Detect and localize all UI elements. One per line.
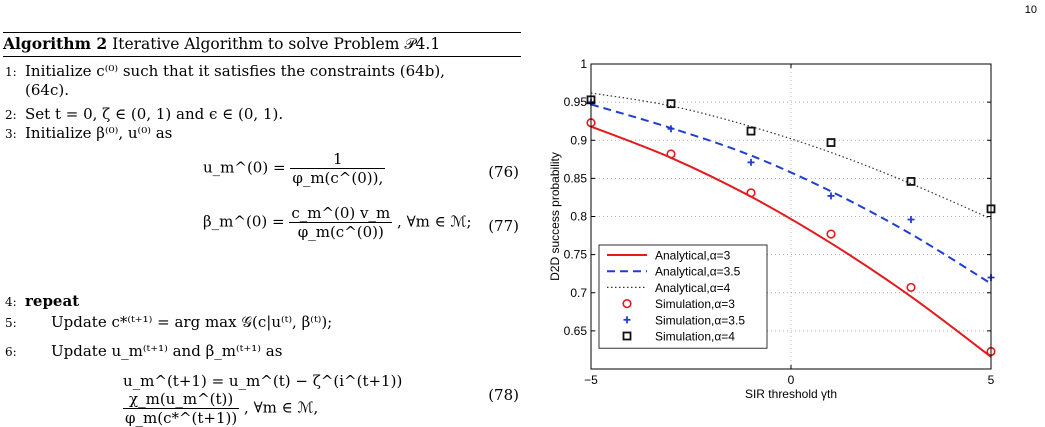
data-point-plus <box>907 216 915 224</box>
fraction-denominator: φ_m(c^(0)), <box>292 169 384 187</box>
step-text: Update u_m⁽ᵗ⁺¹⁾ and β_m⁽ᵗ⁺¹⁾ as <box>51 342 283 360</box>
fraction-numerator: c_m^(0) v_m <box>289 204 393 223</box>
x-axis-label: SIR threshold γth <box>745 387 837 401</box>
y-tick-label: 1 <box>580 57 587 71</box>
step-text: Set t = 0, ζ ∈ (0, 1) and ϵ ∈ (0, 1). <box>25 105 284 123</box>
step-1: 1: Initialize c⁽⁰⁾ such that it satisfies… <box>5 62 445 82</box>
step-text: Update c*⁽ᵗ⁺¹⁾ = arg max 𝒢(c|u⁽ᵗ⁾, β⁽ᵗ⁾)… <box>51 313 333 331</box>
fraction-denominator: φ_m(c*^(t+1)) <box>125 409 238 427</box>
data-point-plus <box>667 125 675 133</box>
top-rule <box>3 32 521 33</box>
step-3: 3: Initialize β⁽⁰⁾, u⁽⁰⁾ as <box>5 124 172 144</box>
equation-76: u_m^(0) = 1 φ_m(c^(0)), <box>203 150 386 187</box>
data-point-square <box>666 99 676 109</box>
step-5: 5: Update c*⁽ᵗ⁺¹⁾ = arg max 𝒢(c|u⁽ᵗ⁾, β⁽ᵗ… <box>5 313 332 333</box>
data-point-plus <box>623 316 631 324</box>
y-tick-label: 0.7 <box>570 286 587 300</box>
step-number: 1: <box>5 65 17 79</box>
fraction-denominator: φ_m(c^(0)) <box>297 223 384 241</box>
series-line <box>590 125 992 358</box>
data-point-circle <box>622 299 632 309</box>
x-tick-label: −5 <box>584 373 598 387</box>
data-point-circle <box>746 188 756 198</box>
equation-rhs: , ∀m ∈ ℳ, <box>244 398 319 417</box>
step-text: repeat <box>25 292 80 310</box>
y-tick-label: 0.85 <box>564 171 588 185</box>
step-1-cont: (64c). <box>5 81 69 100</box>
data-point-circle <box>666 149 676 159</box>
y-tick-label: 0.95 <box>564 95 588 109</box>
y-tick-label: 0.75 <box>564 248 588 262</box>
step-number: 5: <box>5 316 17 330</box>
legend-entry: Analytical,α=4 <box>655 281 731 295</box>
data-point-square <box>746 126 756 136</box>
y-tick-label: 0.8 <box>570 210 587 224</box>
algorithm-block: Algorithm 2 Iterative Algorithm to solve… <box>3 0 523 427</box>
legend-entry: Analytical,α=3.5 <box>655 265 741 279</box>
equation-fraction: χ_m(u_m^(t)) φ_m(c*^(t+1)) <box>123 390 240 427</box>
equation-lhs: u_m^(0) = <box>203 158 286 177</box>
data-point-square <box>906 177 916 186</box>
chart-svg: 0.65 0.7 0.75 0.8 0.85 0.9 0.95 1 −5 0 5 Analytica… <box>548 57 996 401</box>
data-point-plus <box>747 158 755 166</box>
equation-number-77: (77) <box>488 217 519 235</box>
step-number: 6: <box>5 345 17 359</box>
equation-fraction: c_m^(0) v_m φ_m(c^(0)) <box>289 204 393 241</box>
equation-rhs: , ∀m ∈ ℳ; <box>397 212 472 231</box>
caption-rule <box>3 56 521 57</box>
step-4: 4: repeat <box>5 292 79 312</box>
legend-entry: Analytical,α=3 <box>655 249 731 263</box>
step-number: 4: <box>5 295 17 309</box>
step-text: (64c). <box>25 81 69 99</box>
data-point-circle <box>906 282 916 293</box>
data-point-square <box>826 138 836 147</box>
series-line <box>590 103 992 285</box>
page-number: 10 <box>1024 4 1037 16</box>
equation-number-76: (76) <box>488 163 519 181</box>
legend-entry: Simulation,α=4 <box>655 330 735 344</box>
equation-fraction: 1 φ_m(c^(0)), <box>290 150 386 187</box>
fraction-numerator: χ_m(u_m^(t)) <box>123 390 240 409</box>
equation-77: β_m^(0) = c_m^(0) v_m φ_m(c^(0)) , ∀m ∈ … <box>203 204 472 241</box>
equation-lhs: β_m^(0) = <box>203 212 285 231</box>
algorithm-label: Algorithm 2 <box>3 34 108 53</box>
y-axis-label: D2D success probability <box>548 152 562 281</box>
equation-lhs: u_m^(t+1) = u_m^(t) − ζ^(i^(t+1)) <box>123 372 403 390</box>
algorithm-caption: Iterative Algorithm to solve Problem 𝒫4.… <box>112 35 441 53</box>
y-tick-label: 0.65 <box>564 324 588 338</box>
series-line <box>590 92 992 220</box>
legend-entry: Simulation,α=3.5 <box>655 313 745 327</box>
success-probability-chart: 0.65 0.7 0.75 0.8 0.85 0.9 0.95 1 −5 0 5 Analytica… <box>545 52 1005 419</box>
legend-box <box>598 244 768 349</box>
data-point-square <box>622 331 632 341</box>
step-2: 2: Set t = 0, ζ ∈ (0, 1) and ϵ ∈ (0, 1). <box>5 105 283 125</box>
fraction-numerator: 1 <box>290 150 386 169</box>
equation-number-78: (78) <box>488 386 519 404</box>
step-text: Initialize β⁽⁰⁾, u⁽⁰⁾ as <box>25 124 173 142</box>
step-text: Initialize c⁽⁰⁾ such that it satisfies t… <box>25 62 445 80</box>
y-tick-label: 0.9 <box>570 133 587 147</box>
algorithm-title: Algorithm 2 Iterative Algorithm to solve… <box>3 34 440 54</box>
x-tick-label: 0 <box>788 373 795 387</box>
step-number: 3: <box>5 127 17 141</box>
data-point-circle <box>826 229 836 239</box>
x-tick-label: 5 <box>988 373 995 387</box>
step-number: 2: <box>5 108 17 122</box>
legend-entry: Simulation,α=3 <box>655 297 735 311</box>
data-point-plus <box>827 192 835 200</box>
step-6: 6: Update u_m⁽ᵗ⁺¹⁾ and β_m⁽ᵗ⁺¹⁾ as <box>5 342 282 362</box>
